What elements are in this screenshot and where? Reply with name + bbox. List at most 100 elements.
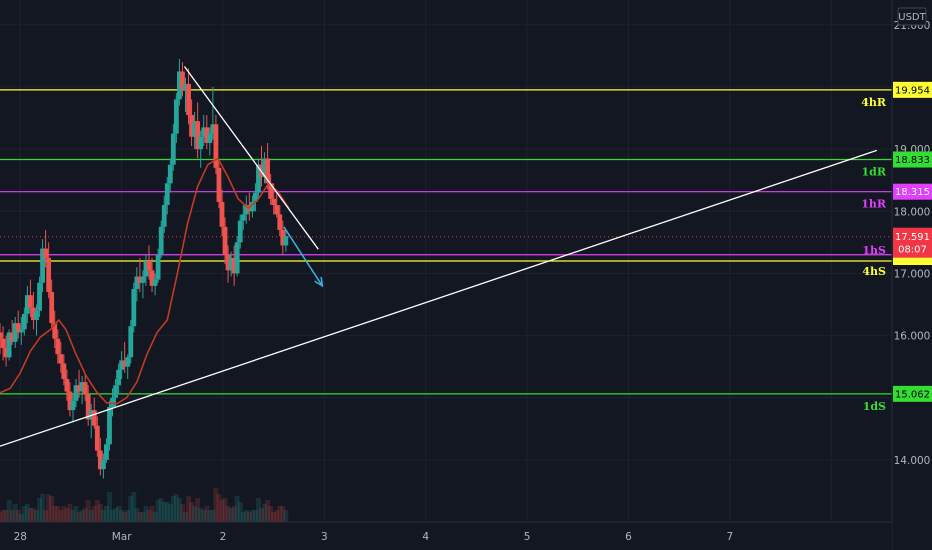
- candle-body: [31, 307, 36, 321]
- volume-bar: [30, 508, 36, 522]
- volume-bar: [40, 494, 46, 522]
- volume-bar: [179, 504, 185, 522]
- moving-average-line: [0, 157, 290, 405]
- candle-body: [6, 332, 12, 358]
- volume-bar: [198, 508, 204, 522]
- volume-bar: [128, 496, 134, 522]
- time-tick-label: 7: [726, 531, 733, 543]
- candle-body: [256, 164, 261, 193]
- volume-bar: [213, 488, 219, 522]
- candle-body: [15, 323, 21, 333]
- currency-label: USDT: [898, 12, 926, 23]
- volume-bar: [186, 496, 192, 522]
- volume-bar: [262, 504, 268, 522]
- price-box-label-1hR: 18.315: [895, 187, 930, 198]
- volume-bar: [140, 512, 146, 522]
- projection-arrow-head: [314, 276, 324, 288]
- candle-body: [186, 83, 191, 115]
- candle-body: [167, 164, 173, 184]
- volume-bar: [280, 506, 286, 522]
- price-tick-label: 17.000: [894, 268, 931, 280]
- volume-bar: [119, 510, 125, 522]
- volume-bar: [207, 510, 213, 522]
- candle-body: [43, 248, 49, 258]
- candle-body: [180, 71, 185, 91]
- time-tick-label: 4: [422, 531, 429, 543]
- time-tick-label: 5: [524, 531, 531, 543]
- level-label-1hR: 1hR: [861, 198, 887, 211]
- candle-body: [91, 410, 97, 426]
- volume-bar: [189, 502, 195, 522]
- volume-bar: [12, 504, 18, 522]
- candle-body: [177, 71, 182, 100]
- volume-bar: [164, 502, 170, 522]
- candle-body: [249, 201, 255, 212]
- level-label-1dR: 1dR: [862, 166, 887, 179]
- candle-body: [237, 220, 243, 243]
- volume-bar: [201, 510, 207, 522]
- candle-body: [46, 257, 52, 293]
- volume-bar: [237, 502, 243, 522]
- volume-bar: [243, 510, 249, 522]
- projection-arrow-shaft: [283, 226, 323, 287]
- currency-button[interactable]: [897, 7, 927, 26]
- candle-body: [24, 295, 30, 314]
- price-box-1dR: [893, 151, 932, 168]
- candle-body: [28, 295, 33, 308]
- volume-bar: [110, 510, 116, 522]
- candle-body: [158, 226, 164, 255]
- price-box-label-1dS: 15.062: [895, 389, 930, 400]
- time-axis-panel[interactable]: [0, 522, 892, 550]
- volume-bar: [271, 512, 277, 522]
- candle-body: [73, 385, 79, 401]
- volume-bar: [146, 510, 152, 522]
- candle-body: [262, 158, 267, 178]
- support-trendline: [0, 149, 878, 447]
- level-label-4hR: 4hR: [861, 96, 887, 109]
- candle-body: [40, 248, 45, 283]
- candle-body: [143, 261, 149, 277]
- volume-bar: [64, 508, 70, 522]
- volume-bar: [222, 498, 228, 522]
- candle-body: [271, 198, 277, 206]
- candle-body: [231, 257, 237, 274]
- volume-bar: [246, 512, 252, 522]
- candle-body: [161, 205, 167, 227]
- candle-body: [137, 276, 143, 283]
- volume-bar: [210, 510, 216, 522]
- volume-bar: [137, 512, 143, 522]
- volume-bar: [173, 494, 179, 522]
- time-tick-label: 2: [220, 531, 227, 543]
- chart-overlays: [0, 66, 878, 447]
- resistance-trendline: [183, 66, 319, 250]
- volume-bar: [100, 510, 106, 522]
- volume-bar: [46, 494, 52, 522]
- time-axis: 28 Mar 2 3 4 5 6 7: [14, 531, 734, 543]
- volume-bar: [149, 506, 155, 522]
- volume-bars: [0, 488, 289, 522]
- volume-bar: [24, 504, 30, 522]
- candle-body: [64, 379, 70, 392]
- candle-body: [0, 338, 6, 348]
- candle-body: [265, 158, 270, 184]
- candle-body: [170, 133, 176, 165]
- volume-bar: [240, 512, 246, 522]
- volume-bar: [122, 512, 128, 522]
- candle-body: [49, 292, 55, 324]
- candle-body: [234, 242, 240, 274]
- candle-body: [277, 214, 283, 230]
- candle-body: [173, 99, 179, 134]
- candle-body: [52, 323, 58, 339]
- volume-bar: [216, 494, 222, 522]
- candle-body: [21, 313, 27, 330]
- price-boxes: 19.954 18.833 18.315 15.062 17.591 08:07: [893, 81, 932, 402]
- candle-body: [125, 357, 131, 367]
- volume-bar: [58, 510, 64, 522]
- candle-body: [85, 394, 91, 420]
- candle-body: [9, 332, 15, 342]
- candle-body: [128, 326, 134, 358]
- price-box-1hR: [893, 183, 932, 200]
- candle-body: [58, 354, 64, 364]
- volume-bar: [103, 506, 109, 522]
